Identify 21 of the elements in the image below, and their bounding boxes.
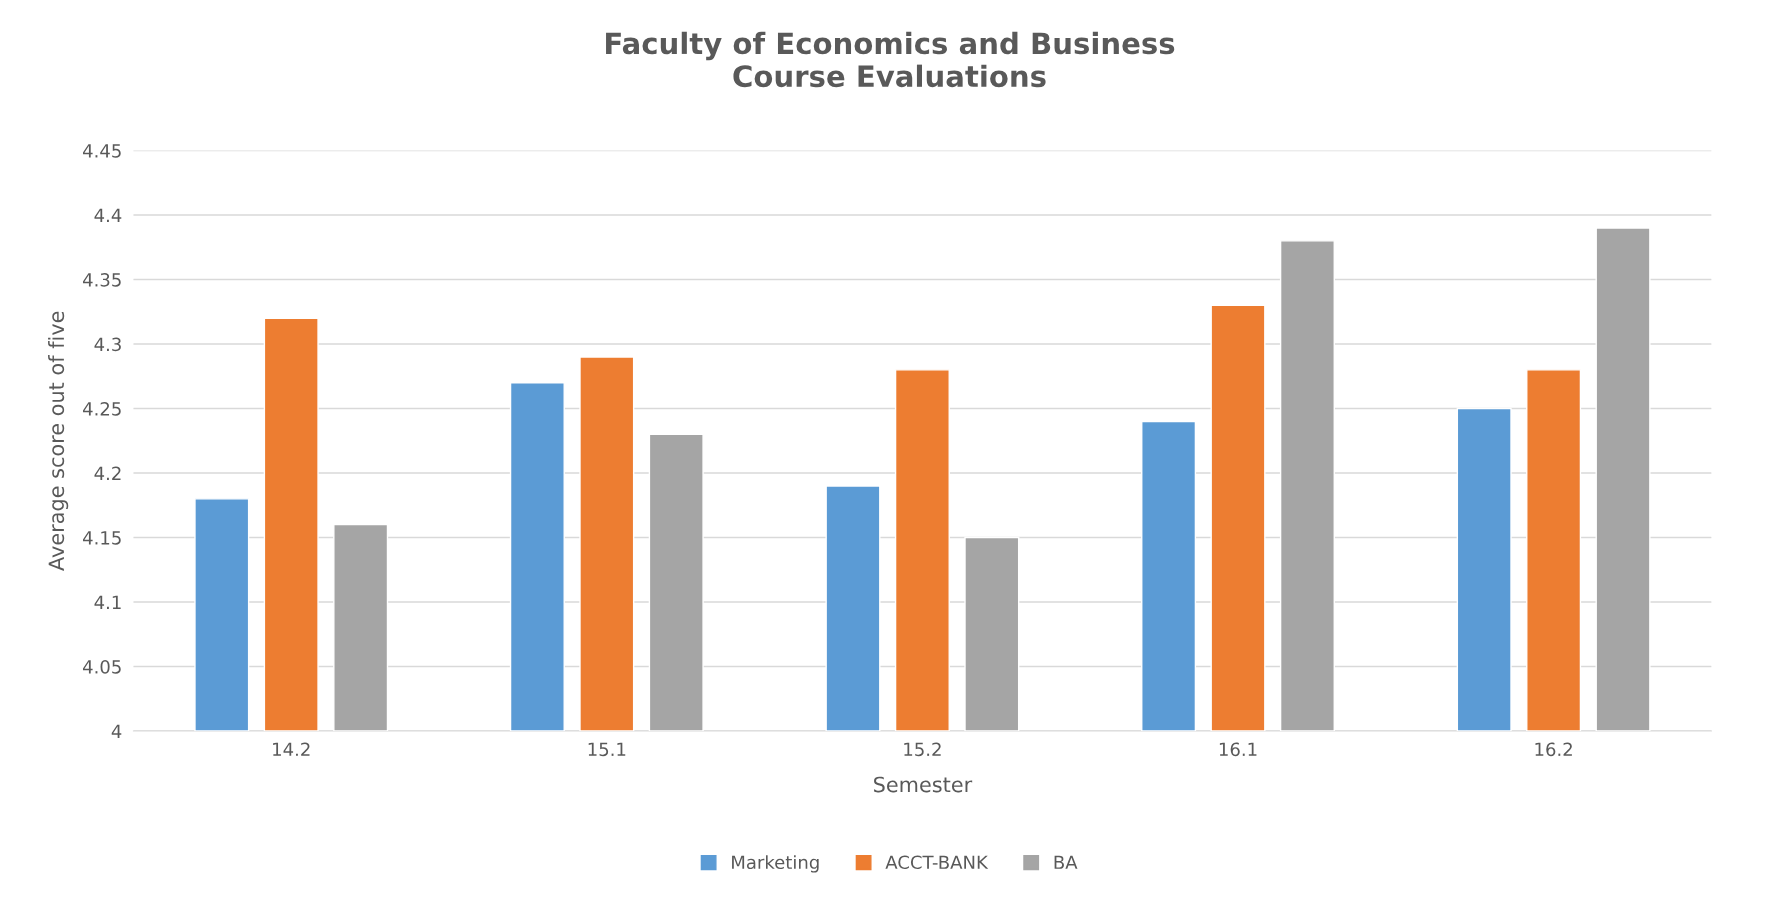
chart-title: Faculty of Economics and Business Course Evaluations xyxy=(606,31,1175,88)
x-tick-label: 15.1 xyxy=(588,742,626,757)
x-tick-label: 15.2 xyxy=(904,742,941,757)
y-tick-label: 4.1 xyxy=(94,595,121,609)
y-axis-title: Average score out of five xyxy=(48,311,69,571)
y-tick-label: 4.3 xyxy=(94,337,121,352)
y-tick-label: 4.4 xyxy=(94,208,122,222)
y-tick-label: 4.2 xyxy=(94,466,121,480)
legend-label: Marketing xyxy=(732,855,819,873)
legend-label: BA xyxy=(1054,855,1078,869)
y-tick-label: 4.25 xyxy=(83,402,121,416)
y-tick-label: 4.45 xyxy=(83,144,121,158)
x-axis-title: Semester xyxy=(874,776,973,793)
x-tick-label: 16.1 xyxy=(1219,742,1257,757)
y-tick-label: 4 xyxy=(111,724,122,738)
legend-label: ACCT-BANK xyxy=(885,855,989,870)
y-tick-label: 4.05 xyxy=(83,660,121,674)
y-tick-label: 4.15 xyxy=(83,531,121,545)
x-tick-label: 14.2 xyxy=(273,742,310,756)
x-tick-label: 16.2 xyxy=(1535,742,1572,757)
y-tick-label: 4.35 xyxy=(83,273,121,287)
